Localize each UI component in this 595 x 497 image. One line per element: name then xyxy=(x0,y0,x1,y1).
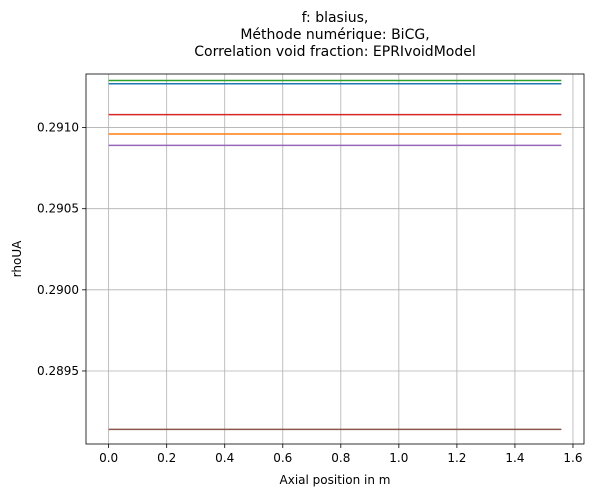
series-lines xyxy=(108,79,562,431)
x-axis-ticks: 0.0 0.2 0.4 0.6 0.8 1.0 1.2 1.4 1.6 xyxy=(99,444,583,465)
x-tick-label: 1.0 xyxy=(389,451,408,465)
x-axis-label: Axial position in m xyxy=(280,473,391,487)
plot-frame xyxy=(85,73,585,445)
chart-title: f: blasius,Méthode numérique: BiCG,Corre… xyxy=(194,10,475,60)
x-tick-label: 0.8 xyxy=(331,451,350,465)
x-tick-label: 0.0 xyxy=(99,451,118,465)
y-tick-label: 0.2900 xyxy=(37,283,79,297)
x-tick-label: 1.4 xyxy=(505,451,524,465)
x-tick-label: 1.6 xyxy=(563,451,582,465)
chart-title-line: f: blasius, xyxy=(302,10,369,26)
y-axis-label: rhoUA xyxy=(10,240,24,277)
y-tick-label: 0.2895 xyxy=(37,364,79,378)
x-tick-label: 1.2 xyxy=(447,451,466,465)
y-tick-label: 0.2910 xyxy=(37,121,79,135)
chart-title-line: Correlation void fraction: EPRIvoidModel xyxy=(194,44,475,60)
grid xyxy=(86,74,584,444)
x-tick-label: 0.6 xyxy=(273,451,292,465)
x-tick-label: 0.2 xyxy=(157,451,176,465)
chart-title-line: Méthode numérique: BiCG, xyxy=(240,27,429,43)
x-tick-label: 0.4 xyxy=(215,451,234,465)
y-axis-ticks: 0.2895 0.2900 0.2905 0.2910 xyxy=(37,121,86,378)
y-tick-label: 0.2905 xyxy=(37,202,79,216)
